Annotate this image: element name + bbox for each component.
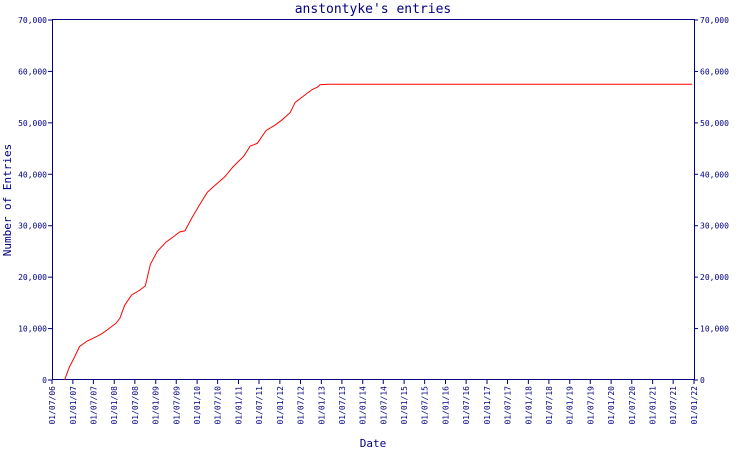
y-tick-label: 50,000 <box>18 119 47 128</box>
x-tick-label: 01/01/12 <box>276 386 285 425</box>
x-tick-label: 01/07/21 <box>669 386 678 425</box>
plot-area <box>52 19 695 380</box>
x-tick-label: 01/07/06 <box>48 386 57 425</box>
y-axis-title: Number of Entries <box>1 144 14 257</box>
x-tick-label: 01/01/21 <box>649 386 658 425</box>
x-tick-label: 01/01/10 <box>193 386 202 425</box>
y-axis-right: 0 10,000 20,000 30,000 40,000 50,000 60,000 70,… <box>694 16 729 385</box>
x-tick-label: 01/07/07 <box>89 386 98 425</box>
x-axis: 01/07/06 01/01/07 01/07/07 01/01/08 01/07/08… <box>48 380 699 425</box>
y-tick-label: 0 <box>42 376 47 385</box>
x-tick-label: 01/01/14 <box>359 386 368 425</box>
x-tick-label: 01/01/19 <box>566 386 575 425</box>
x-tick-label: 01/01/09 <box>152 386 161 425</box>
x-tick-label: 01/07/08 <box>131 386 140 425</box>
x-tick-label: 01/01/18 <box>524 386 533 425</box>
x-tick-label: 01/01/16 <box>441 386 450 425</box>
x-tick-label: 01/07/17 <box>504 386 513 425</box>
y-tick-label: 60,000 <box>700 67 729 76</box>
x-tick-label: 01/07/12 <box>297 386 306 425</box>
y-tick-label: 30,000 <box>18 222 47 231</box>
x-tick-label: 01/07/18 <box>545 386 554 425</box>
x-axis-title: Date <box>360 437 387 450</box>
x-tick-label: 01/07/13 <box>338 386 347 425</box>
y-tick-label: 40,000 <box>18 170 47 179</box>
x-tick-label: 01/01/15 <box>400 386 409 425</box>
x-tick-label: 01/07/20 <box>628 386 637 425</box>
chart-title: anstontyke's entries <box>295 2 452 17</box>
x-tick-label: 01/07/11 <box>255 386 264 425</box>
x-tick-label: 01/01/22 <box>690 386 699 425</box>
x-tick-label: 01/01/11 <box>234 386 243 425</box>
y-tick-label: 60,000 <box>18 67 47 76</box>
series-line <box>64 83 693 381</box>
x-tick-label: 01/01/08 <box>110 386 119 425</box>
y-tick-label: 70,000 <box>700 16 729 25</box>
x-tick-label: 01/07/15 <box>421 386 430 425</box>
x-tick-label: 01/01/20 <box>607 386 616 425</box>
x-tick-label: 01/07/14 <box>379 386 388 425</box>
y-tick-label: 20,000 <box>18 273 47 282</box>
y-axis-left: 0 10,000 20,000 30,000 40,000 50,000 60,000 70,… <box>18 16 52 385</box>
y-tick-label: 40,000 <box>700 170 729 179</box>
y-tick-label: 50,000 <box>700 119 729 128</box>
x-tick-label: 01/01/07 <box>69 386 78 425</box>
y-tick-label: 70,000 <box>18 16 47 25</box>
x-tick-label: 01/07/19 <box>586 386 595 425</box>
x-tick-label: 01/07/10 <box>214 386 223 425</box>
y-tick-label: 10,000 <box>18 325 47 334</box>
y-tick-label: 0 <box>700 376 705 385</box>
y-tick-label: 30,000 <box>700 222 729 231</box>
y-tick-label: 20,000 <box>700 273 729 282</box>
y-tick-label: 10,000 <box>700 325 729 334</box>
x-tick-label: 01/07/16 <box>462 386 471 425</box>
x-tick-label: 01/01/17 <box>483 386 492 425</box>
x-tick-label: 01/01/13 <box>317 386 326 425</box>
x-tick-label: 01/07/09 <box>172 386 181 425</box>
series-layer <box>64 83 693 381</box>
